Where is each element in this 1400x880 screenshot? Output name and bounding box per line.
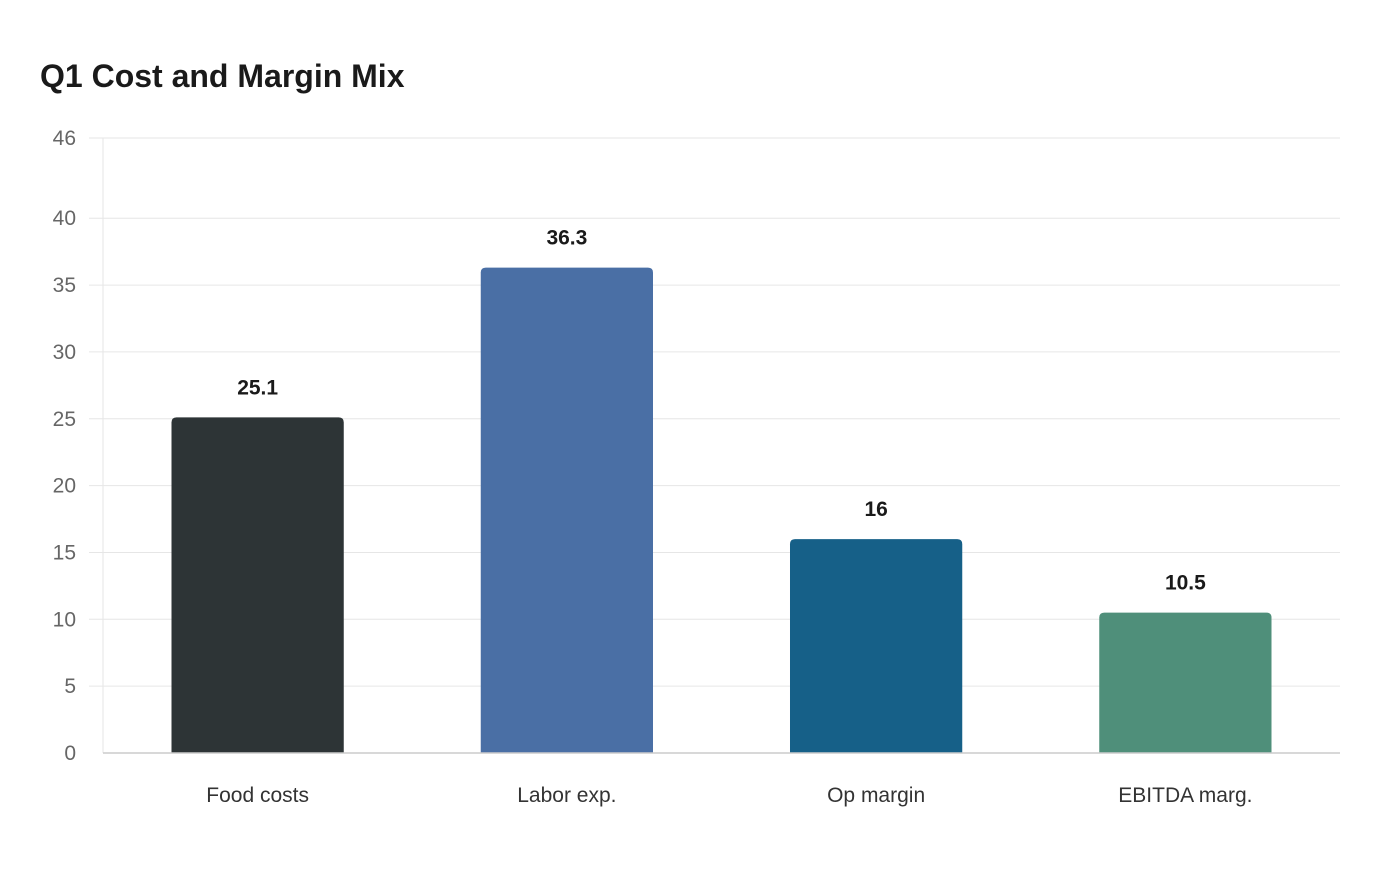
y-tick-label: 40	[53, 207, 76, 230]
bar	[789, 539, 963, 753]
data-label: 16	[864, 498, 887, 521]
bar	[480, 267, 654, 753]
y-tick-label: 35	[53, 274, 76, 297]
labels: 0 5 10 15 20 25 30 35 40 46 25.1 Food costs 36.3 Labo…	[53, 127, 1253, 807]
y-tick-label: 25	[53, 408, 76, 431]
axes	[102, 138, 1340, 754]
chart-title: Q1 Cost and Margin Mix	[40, 58, 405, 94]
y-tick-label: 46	[53, 127, 76, 150]
y-tick-label: 30	[53, 341, 76, 364]
x-tick-label: EBITDA marg.	[1118, 784, 1252, 807]
y-tick-label: 5	[64, 675, 76, 698]
x-tick-label: Food costs	[206, 784, 309, 807]
x-tick-label: Op margin	[827, 784, 925, 807]
bars	[171, 267, 1272, 753]
bar	[1099, 612, 1272, 753]
y-tick-label: 10	[53, 608, 76, 631]
y-tick-label: 0	[64, 742, 76, 765]
y-tick-label: 15	[53, 541, 76, 564]
x-tick-label: Labor exp.	[517, 784, 616, 807]
y-tick-label: 20	[53, 475, 76, 498]
data-label: 36.3	[546, 227, 587, 250]
bar	[171, 417, 344, 753]
data-label: 25.1	[237, 376, 278, 399]
data-label: 10.5	[1165, 572, 1206, 595]
